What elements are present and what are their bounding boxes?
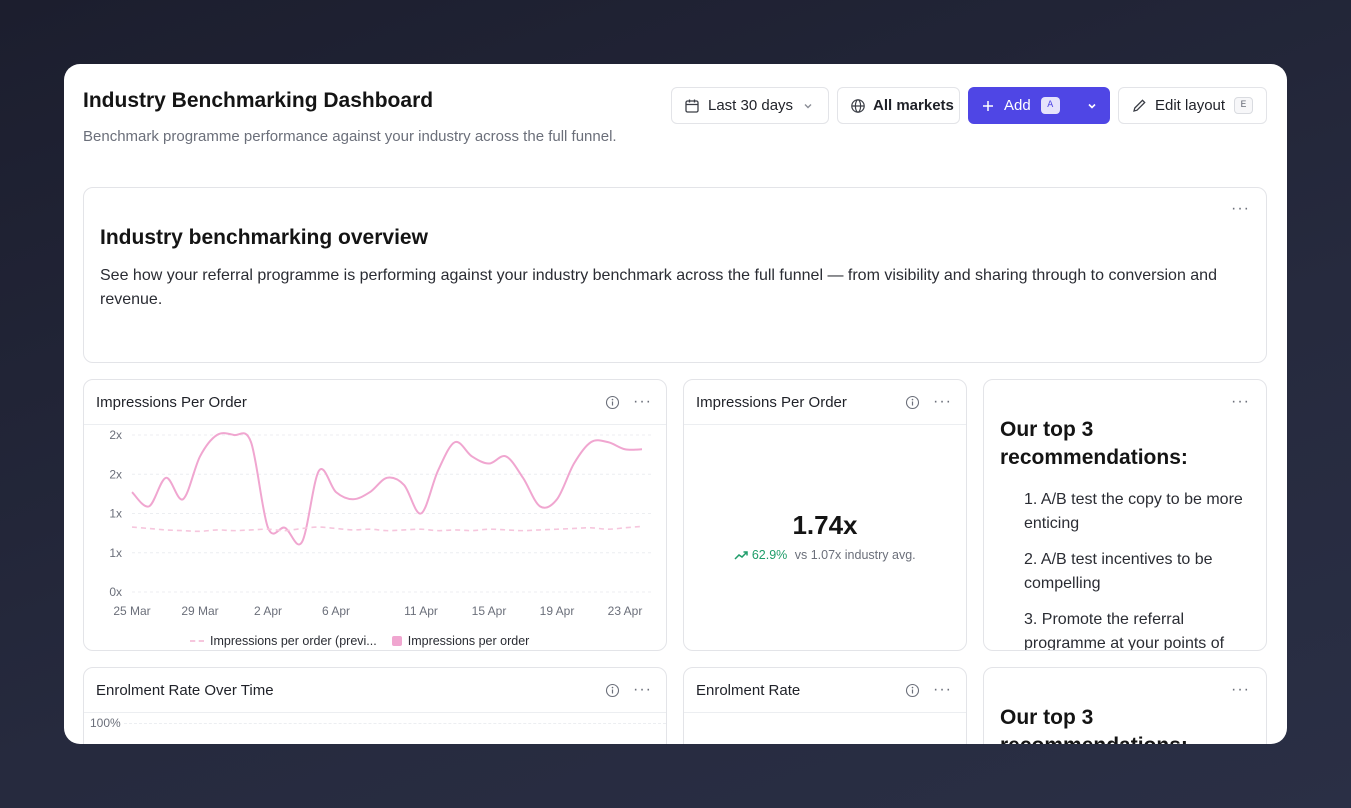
x-axis-tick: 25 Mar bbox=[113, 604, 150, 618]
trend-up-icon bbox=[734, 548, 751, 562]
date-range-label: Last 30 days bbox=[708, 97, 794, 114]
chart-legend: Impressions per order (previ... Impressi… bbox=[190, 634, 529, 648]
y-axis-tick: 2x bbox=[109, 467, 122, 481]
gridline bbox=[124, 723, 666, 724]
markets-label: All markets bbox=[873, 97, 954, 114]
calendar-icon bbox=[684, 98, 700, 114]
enrolment-metric-card: Enrolment Rate ··· bbox=[683, 667, 967, 744]
card-header: Enrolment Rate Over Time ··· bbox=[84, 668, 666, 713]
edit-shortcut-key: E bbox=[1234, 97, 1254, 114]
pencil-icon bbox=[1132, 98, 1147, 113]
edit-layout-label: Edit layout bbox=[1155, 97, 1226, 114]
card-title: Enrolment Rate bbox=[696, 682, 801, 699]
recommendations-card: ··· Our top 3 recommendations: 1. A/B te… bbox=[983, 379, 1267, 651]
x-axis-tick: 2 Apr bbox=[254, 604, 282, 618]
x-axis-tick: 19 Apr bbox=[540, 604, 575, 618]
card-title: Impressions Per Order bbox=[696, 394, 847, 411]
x-axis-tick: 6 Apr bbox=[322, 604, 350, 618]
recommendation-item: 1. A/B test the copy to be more enticing bbox=[1024, 491, 1243, 532]
more-options-icon[interactable]: ··· bbox=[1231, 200, 1250, 217]
page-title: Industry Benchmarking Dashboard bbox=[83, 89, 434, 112]
card-header: Enrolment Rate ··· bbox=[684, 668, 966, 713]
legend-swatch-solid bbox=[391, 636, 402, 646]
info-icon[interactable] bbox=[605, 683, 620, 703]
metric-change: 62.9% bbox=[751, 548, 788, 562]
y-axis-tick: 100% bbox=[90, 716, 121, 730]
x-axis-tick: 29 Mar bbox=[181, 604, 218, 618]
recommendations-title: Our top 3 recommendations: bbox=[1000, 418, 1188, 469]
enrolment-chart-card: Enrolment Rate Over Time ··· 100% bbox=[83, 667, 667, 744]
impressions-line-chart: 2x 2x 1x 1x 0x 25 Mar 29 Mar 2 Apr 6 Apr 11 Apr 15… bbox=[109, 428, 652, 618]
recommendations-card-2: ··· Our top 3 recommendations: bbox=[983, 667, 1267, 744]
overview-card: ··· Industry benchmarking overview See h… bbox=[83, 187, 1267, 363]
more-options-icon[interactable]: ··· bbox=[933, 681, 952, 698]
more-options-icon[interactable]: ··· bbox=[633, 681, 652, 698]
more-options-icon[interactable]: ··· bbox=[1231, 681, 1250, 698]
card-header: Impressions Per Order ··· bbox=[684, 380, 966, 425]
series-line-current bbox=[131, 432, 643, 546]
chevron-down-icon bbox=[802, 100, 814, 112]
recommendations-list: 1. A/B test the copy to be more enticing… bbox=[1024, 488, 1254, 651]
more-options-icon[interactable]: ··· bbox=[933, 393, 952, 410]
plus-icon bbox=[981, 99, 995, 113]
more-options-icon[interactable]: ··· bbox=[633, 393, 652, 410]
add-label: Add bbox=[1004, 97, 1031, 114]
recommendations-title: Our top 3 recommendations: bbox=[1000, 706, 1188, 744]
globe-icon bbox=[850, 98, 866, 114]
info-icon[interactable] bbox=[905, 683, 920, 703]
x-axis-tick: 15 Apr bbox=[472, 604, 507, 618]
legend-swatch-dashed bbox=[190, 640, 204, 642]
more-options-icon[interactable]: ··· bbox=[1231, 393, 1250, 410]
impressions-chart-card: Impressions Per Order ··· 2x 2x 1x 1x 0x 25 M… bbox=[83, 379, 667, 651]
series-line-previous bbox=[131, 525, 643, 533]
metric-comparison: vs 1.07x industry avg. bbox=[794, 548, 916, 562]
dashboard-window: Industry Benchmarking Dashboard Benchmar… bbox=[64, 64, 1287, 744]
chevron-down-icon[interactable] bbox=[1086, 100, 1098, 112]
y-axis-tick: 1x bbox=[109, 546, 122, 560]
add-shortcut-key: A bbox=[1040, 97, 1060, 114]
recommendation-item: 2. A/B test incentives to be compelling bbox=[1024, 551, 1213, 592]
y-axis-tick: 1x bbox=[109, 507, 122, 521]
impressions-metric-card: Impressions Per Order ··· 1.74x 62.9% vs… bbox=[683, 379, 967, 651]
edit-layout-button[interactable]: Edit layout E bbox=[1118, 87, 1267, 124]
overview-title: Industry benchmarking overview bbox=[100, 226, 428, 249]
info-icon[interactable] bbox=[605, 395, 620, 415]
legend-previous-label: Impressions per order (previ... bbox=[210, 634, 377, 648]
metric-trend: 62.9% vs 1.07x industry avg. bbox=[684, 548, 966, 562]
metric-value: 1.74x bbox=[792, 510, 858, 540]
card-header: Impressions Per Order ··· bbox=[84, 380, 666, 425]
y-axis-tick: 0x bbox=[109, 585, 122, 599]
y-axis-tick: 2x bbox=[109, 428, 122, 442]
legend-current-label: Impressions per order bbox=[407, 634, 530, 648]
x-axis-tick: 11 Apr bbox=[404, 604, 438, 618]
x-axis-tick: 23 Apr bbox=[608, 604, 643, 618]
date-range-button[interactable]: Last 30 days bbox=[671, 87, 829, 124]
info-icon[interactable] bbox=[905, 395, 920, 415]
markets-button[interactable]: All markets bbox=[837, 87, 960, 124]
card-title: Enrolment Rate Over Time bbox=[96, 682, 274, 699]
card-title: Impressions Per Order bbox=[96, 394, 247, 411]
add-button[interactable]: Add A bbox=[968, 87, 1110, 124]
page-subtitle: Benchmark programme performance against … bbox=[83, 128, 617, 145]
recommendation-item: 3. Promote the referral programme at you… bbox=[1024, 611, 1225, 651]
overview-text: See how your referral programme is perfo… bbox=[100, 267, 1217, 308]
